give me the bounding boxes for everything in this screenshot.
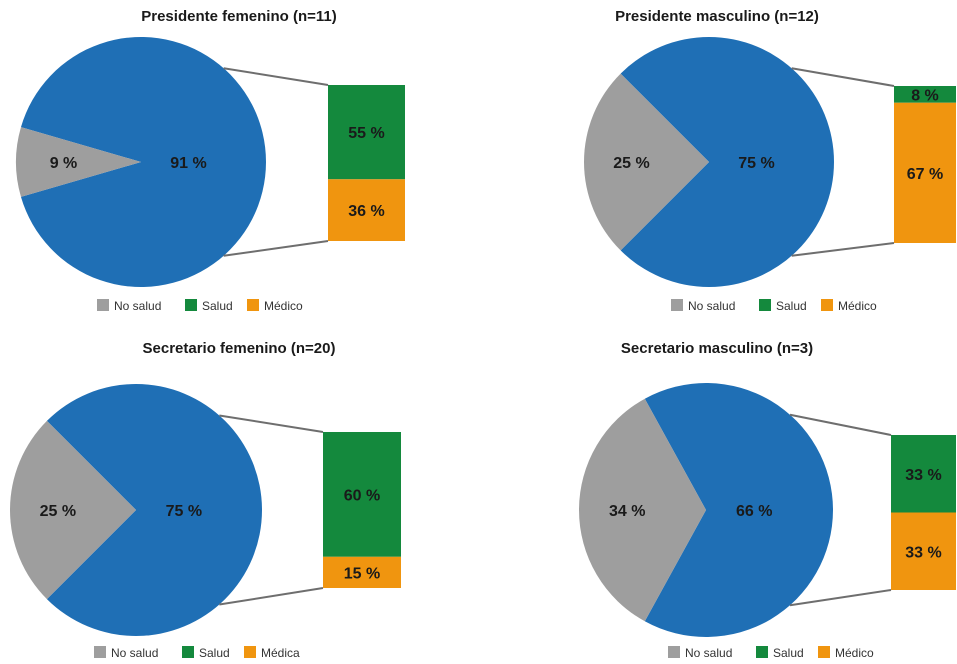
chart-panel-presidente-femenino: Presidente femenino (n=11) 55 % 36 % 9 % 91… — [0, 0, 478, 332]
connector-line-bottom — [791, 242, 895, 257]
legend-label: No salud — [111, 646, 158, 660]
legend-swatch — [668, 646, 680, 658]
connector-line-bottom — [789, 589, 892, 607]
legend-label: No salud — [685, 646, 732, 660]
legend-swatch — [244, 646, 256, 658]
legend-swatch — [185, 299, 197, 311]
connector-line-top — [791, 67, 895, 87]
data-label-salud-medico: 75 % — [166, 503, 202, 520]
pie-of-bar-chart: 33 % 33 % 34 % 66 % No salud Salud Médico — [579, 383, 956, 660]
data-label-salud: 60 % — [344, 487, 380, 504]
connector-line-top — [219, 414, 324, 433]
chart-panel-secretario-femenino: Secretario femenino (n=20) 60 % 15 % 25 % 7… — [0, 332, 478, 664]
pie-slice-no-salud — [15, 127, 141, 197]
data-label-salud-medico: 75 % — [738, 155, 774, 172]
data-label-medico: 36 % — [348, 203, 384, 220]
legend-label: No salud — [688, 299, 735, 313]
pie-slice-no-salud — [9, 420, 136, 600]
data-label-salud: 33 % — [905, 467, 941, 484]
chart-panel-secretario-masculino: Secretario masculino (n=3) 33 % 33 % 34 % 6… — [478, 332, 956, 664]
pie-slice-salud-medico — [644, 383, 833, 637]
bar-segment-salud — [328, 85, 405, 180]
connector-line-top — [789, 413, 892, 436]
connector-line-top — [223, 67, 329, 86]
legend-label: Salud — [199, 646, 230, 660]
bar-segment-medico — [894, 102, 956, 243]
data-label-medico: 67 % — [907, 166, 943, 183]
legend-label: Salud — [776, 299, 807, 313]
legend-label: Médico — [264, 299, 303, 313]
data-label-medico: 33 % — [905, 544, 941, 561]
legend-swatch — [97, 299, 109, 311]
connector-line-bottom — [223, 240, 329, 257]
data-label-salud-medico: 66 % — [736, 503, 772, 520]
legend-label: Salud — [773, 646, 804, 660]
legend-swatch — [756, 646, 768, 658]
bar-segment-salud — [323, 432, 401, 557]
data-label-medico: 15 % — [344, 565, 380, 582]
pie-slice-no-salud — [579, 398, 706, 622]
bar-segment-salud — [894, 86, 956, 103]
chart-panel-presidente-masculino: Presidente masculino (n=12) 8 % 67 % 25 % 7… — [478, 0, 956, 332]
legend-swatch — [821, 299, 833, 311]
bar-segment-medico — [323, 556, 401, 588]
chart-title: Secretario masculino (n=3) — [620, 340, 814, 357]
pie-of-bar-chart: 60 % 15 % 25 % 75 % No salud Salud Médica — [9, 384, 401, 660]
bar-segment-salud — [891, 435, 956, 513]
legend-swatch — [671, 299, 683, 311]
data-label-salud-medico: 91 % — [170, 155, 206, 172]
legend-swatch — [94, 646, 106, 658]
data-label-no-salud: 34 % — [609, 503, 645, 520]
data-label-no-salud: 9 % — [50, 155, 78, 172]
chart-title: Presidente femenino (n=11) — [141, 8, 337, 25]
bar-segment-medico — [891, 512, 956, 590]
pie-slice-salud-medico — [20, 37, 267, 288]
legend-label: Salud — [202, 299, 233, 313]
legend-swatch — [759, 299, 771, 311]
data-label-no-salud: 25 % — [613, 155, 649, 172]
connector-line-bottom — [219, 587, 324, 606]
legend-swatch — [818, 646, 830, 658]
legend-label: No salud — [114, 299, 161, 313]
data-label-salud: 55 % — [348, 125, 384, 142]
chart-title: Presidente masculino (n=12) — [615, 8, 819, 25]
legend-swatch — [182, 646, 194, 658]
data-label-no-salud: 25 % — [40, 503, 76, 520]
bar-segment-medico — [328, 179, 405, 241]
pie-slice-salud-medico — [46, 384, 262, 636]
legend-swatch — [247, 299, 259, 311]
legend-label: Médica — [261, 646, 300, 660]
pie-slice-salud-medico — [620, 36, 834, 287]
legend-label: Médico — [835, 646, 874, 660]
legend-label: Médico — [838, 299, 877, 313]
data-label-salud: 8 % — [911, 87, 939, 104]
pie-of-bar-chart: 8 % 67 % 25 % 75 % No salud Salud Médico — [584, 36, 956, 313]
chart-title: Secretario femenino (n=20) — [142, 340, 336, 357]
pie-of-bar-chart: 55 % 36 % 9 % 91 % No salud Salud Médico — [15, 37, 405, 313]
pie-slice-no-salud — [584, 73, 709, 251]
